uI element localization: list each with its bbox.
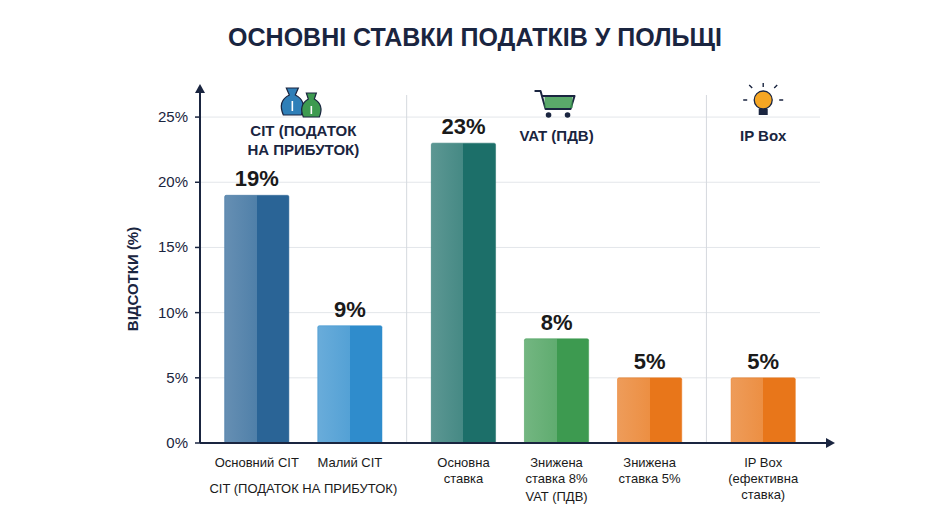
text-line: ставка 8%: [526, 471, 588, 486]
icon-cart: [535, 91, 575, 118]
data-label: 8%: [541, 310, 573, 335]
tick-label: 25%: [158, 108, 188, 125]
grid-line: [200, 117, 820, 118]
icon-part: [535, 91, 575, 109]
group-title: CIT (ПОДАТОК НА ПРИБУТОК): [247, 122, 359, 158]
tick-label: 10%: [158, 304, 188, 321]
icon-part: [754, 91, 772, 109]
text-line: Основна: [437, 455, 490, 470]
tick-label: 5%: [166, 369, 188, 386]
category-label: Основнаставка: [437, 455, 490, 486]
bar: [225, 195, 289, 443]
bar: [431, 143, 495, 443]
tick-label: 20%: [158, 173, 188, 190]
group-separator: [406, 95, 407, 443]
data-label: 5%: [747, 349, 779, 374]
icon-bulb: [743, 83, 783, 115]
text-line: CIT (ПОДАТОК НА ПРИБУТОК): [209, 481, 397, 496]
icon-money: [281, 88, 321, 117]
bars: [225, 143, 796, 443]
text-line: VAT (ПДВ): [525, 489, 587, 504]
grid-line: [200, 247, 820, 248]
tick-label: 15%: [158, 238, 188, 255]
icon-part: [565, 112, 571, 118]
chart: ОСНОВНІ СТАВКИ ПОДАТКІВ У ПОЛЬЩІ 0% 5% 10% 1…: [0, 0, 950, 530]
icon-part: [292, 101, 311, 114]
tick-label: 0%: [166, 434, 188, 451]
group-separator: [706, 95, 707, 443]
bar: [731, 378, 795, 443]
icon-part: [545, 97, 573, 108]
grid-line: [200, 377, 820, 378]
data-label: 19%: [235, 166, 279, 191]
category-label: IP Box(ефективнаставка): [728, 455, 799, 502]
icon-part: [743, 83, 783, 100]
text-line: CIT (ПОДАТОК: [250, 122, 357, 139]
text-line: IP Box: [744, 455, 783, 470]
text-line: Знижена: [623, 455, 676, 470]
bar: [618, 378, 682, 443]
axis-arrow: [195, 84, 205, 93]
text-line: ставка): [741, 487, 785, 502]
bar: [318, 326, 382, 443]
bar: [524, 339, 588, 443]
category-label: Основний CIT: [215, 455, 299, 470]
text-line: Знижена: [530, 455, 583, 470]
text-line: (ефективна: [728, 471, 799, 486]
text-line: НА ПРИБУТОК): [247, 141, 359, 158]
grid-line: [200, 312, 820, 313]
category-label: Малий CIT: [317, 455, 382, 470]
grid-line: [200, 182, 820, 183]
category-label: Зниженаставка 8%: [526, 455, 588, 486]
title: ОСНОВНІ СТАВКИ ПОДАТКІВ У ПОЛЬЩІ: [228, 23, 722, 51]
text-line: Малий CIT: [317, 455, 382, 470]
group-title: IP Box: [740, 127, 787, 144]
group-label: VAT (ПДВ): [525, 489, 587, 504]
group-title: VAT (ПДВ): [519, 127, 593, 144]
icon-part: [759, 109, 768, 115]
data-label: 5%: [634, 349, 666, 374]
text-line: Основний CIT: [215, 455, 299, 470]
data-label: 23%: [441, 114, 485, 139]
category-label: Зниженаставка 5%: [619, 455, 681, 486]
text-line: ставка: [444, 471, 484, 486]
text-line: ставка 5%: [619, 471, 681, 486]
axis-title: ВІДСОТКИ (%): [124, 227, 141, 331]
axis-arrow: [826, 438, 835, 448]
y-axis: [199, 91, 201, 443]
icon-part: [546, 112, 552, 118]
data-label: 9%: [334, 297, 366, 322]
text-line: IP Box: [740, 127, 787, 144]
text-line: VAT (ПДВ): [519, 127, 593, 144]
group-label: CIT (ПОДАТОК НА ПРИБУТОК): [209, 481, 397, 496]
x-axis: [200, 442, 828, 444]
